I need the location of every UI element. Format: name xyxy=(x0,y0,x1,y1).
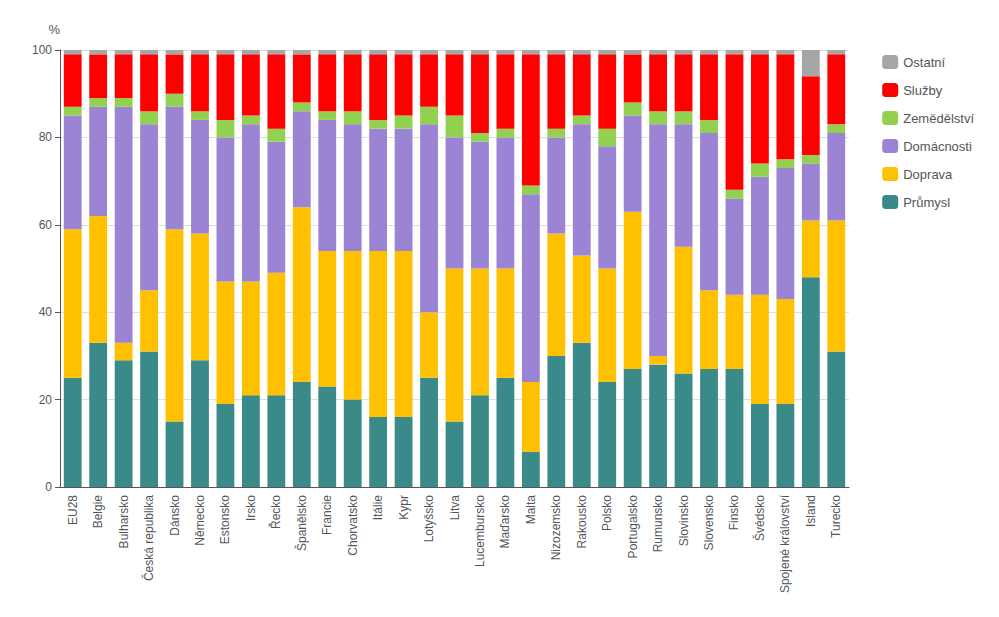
svg-text:Finsko: Finsko xyxy=(727,495,741,531)
svg-text:Průmysl: Průmysl xyxy=(903,195,950,210)
svg-text:Zemědělství: Zemědělství xyxy=(903,111,974,126)
svg-text:Lotyšsko: Lotyšsko xyxy=(422,495,436,543)
svg-text:Španělsko: Španělsko xyxy=(294,495,309,551)
svg-text:Rakousko: Rakousko xyxy=(575,495,589,549)
svg-text:Domácnosti: Domácnosti xyxy=(903,139,972,154)
svg-text:Německo: Německo xyxy=(193,495,207,546)
svg-text:20: 20 xyxy=(39,393,53,407)
svg-text:60: 60 xyxy=(39,218,53,232)
svg-text:Česká republika: Česká republika xyxy=(141,495,156,581)
svg-text:0: 0 xyxy=(45,480,52,494)
svg-text:Francie: Francie xyxy=(320,495,334,535)
svg-text:Estonsko: Estonsko xyxy=(218,495,232,545)
svg-text:Slovensko: Slovensko xyxy=(702,495,716,551)
svg-text:100: 100 xyxy=(32,43,52,57)
svg-text:Slovinsko: Slovinsko xyxy=(677,495,691,547)
svg-text:Lucembursko: Lucembursko xyxy=(473,495,487,567)
svg-text:Bulharsko: Bulharsko xyxy=(117,495,131,549)
svg-text:Švédsko: Švédsko xyxy=(752,495,767,541)
svg-text:Spojené království: Spojené království xyxy=(778,494,792,593)
svg-text:Portugalsko: Portugalsko xyxy=(626,495,640,559)
svg-text:Maďarsko: Maďarsko xyxy=(498,495,512,549)
svg-text:Služby: Služby xyxy=(903,83,943,98)
svg-text:Ostatní: Ostatní xyxy=(903,55,945,70)
svg-text:Doprava: Doprava xyxy=(903,167,953,182)
svg-text:Malta: Malta xyxy=(524,495,538,525)
svg-text:40: 40 xyxy=(39,305,53,319)
svg-text:Chorvatsko: Chorvatsko xyxy=(346,495,360,556)
svg-text:Řecko: Řecko xyxy=(268,495,283,529)
svg-text:Rumunsko: Rumunsko xyxy=(651,495,665,553)
svg-text:Polsko: Polsko xyxy=(600,495,614,531)
svg-text:Turecko: Turecko xyxy=(829,495,843,538)
svg-text:Itálie: Itálie xyxy=(371,495,385,521)
svg-text:Litva: Litva xyxy=(448,495,462,521)
svg-text:Irsko: Irsko xyxy=(244,495,258,521)
svg-text:Belgie: Belgie xyxy=(91,495,105,529)
svg-text:Kypr: Kypr xyxy=(397,495,411,520)
svg-text:Dánsko: Dánsko xyxy=(168,495,182,536)
svg-text:80: 80 xyxy=(39,130,53,144)
svg-text:EU28: EU28 xyxy=(66,495,80,525)
svg-text:Island: Island xyxy=(804,495,818,527)
svg-text:Nizozemsko: Nizozemsko xyxy=(549,495,563,561)
svg-text:%: % xyxy=(48,22,60,37)
